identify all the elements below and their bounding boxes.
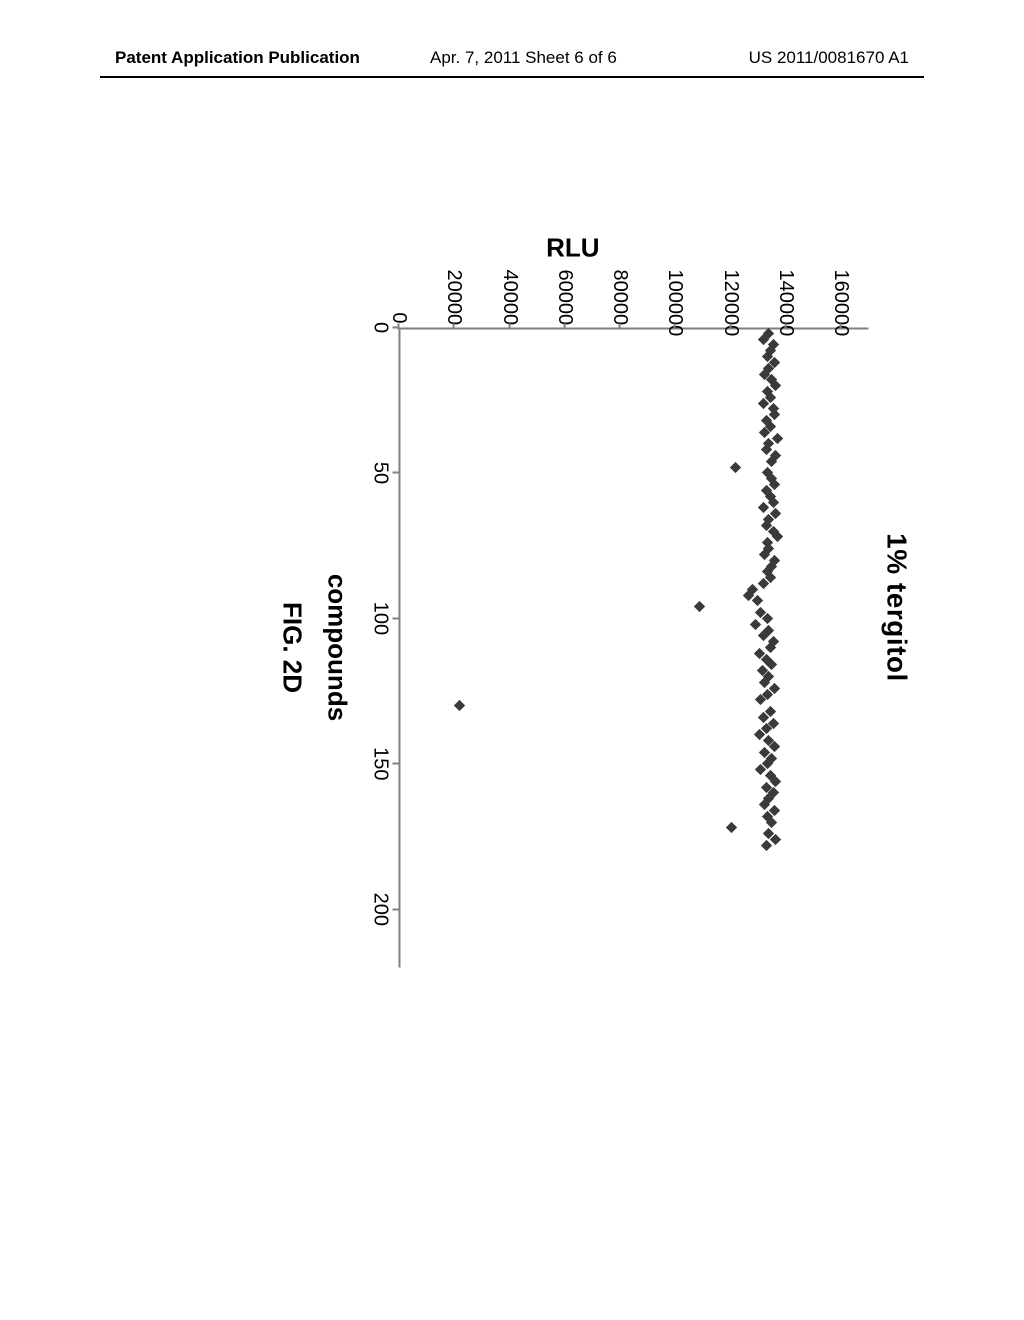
y-tick-mark <box>619 324 621 330</box>
data-point <box>730 461 741 472</box>
y-tick-mark <box>729 324 731 330</box>
data-point <box>726 822 737 833</box>
header-center: Apr. 7, 2011 Sheet 6 of 6 <box>430 48 617 68</box>
data-point <box>749 619 760 630</box>
data-point <box>761 840 772 851</box>
y-tick-label: 20000 <box>442 270 465 324</box>
x-tick-label: 200 <box>369 893 392 926</box>
y-tick-label: 40000 <box>498 270 521 324</box>
x-axis-line <box>399 328 401 968</box>
data-point <box>758 502 769 513</box>
x-tick-mark <box>393 327 399 329</box>
y-tick-label: 120000 <box>719 270 742 324</box>
data-point <box>694 601 705 612</box>
y-tick-label: 160000 <box>829 270 852 324</box>
x-tick-mark <box>393 908 399 910</box>
x-axis-label: compounds <box>322 270 353 968</box>
y-tick-label: 140000 <box>774 270 797 324</box>
data-point <box>770 834 781 845</box>
y-tick-mark <box>453 324 455 330</box>
data-point <box>454 700 465 711</box>
page: Patent Application Publication Apr. 7, 2… <box>0 0 1024 1320</box>
figure-caption: FIG. 2D <box>277 270 308 968</box>
x-tick-label: 50 <box>369 462 392 484</box>
x-tick-mark <box>393 763 399 765</box>
chart-title: 1% tergitol <box>881 233 913 983</box>
header-right: US 2011/0081670 A1 <box>749 48 909 68</box>
y-tick-mark <box>840 324 842 330</box>
page-header: Patent Application Publication Apr. 7, 2… <box>0 48 1024 78</box>
header-left: Patent Application Publication <box>115 48 360 68</box>
x-tick-label: 100 <box>369 602 392 635</box>
x-tick-label: 150 <box>369 747 392 780</box>
plot-area: 0 20000 40000 60000 80000 100000 120000 140000 1… <box>359 270 869 968</box>
data-point <box>752 595 763 606</box>
y-tick-mark <box>674 324 676 330</box>
plot-column: 0 20000 40000 60000 80000 100000 120000 140000 1… <box>277 270 869 968</box>
plot-row: RLU 0 20000 40000 60000 80000 100000 120000 140… <box>277 233 869 983</box>
y-tick-mark <box>563 324 565 330</box>
y-tick-label: 60000 <box>553 270 576 324</box>
x-tick-label: 0 <box>369 322 392 333</box>
figure: 1% tergitol RLU 0 20000 40000 60000 80000 100… <box>118 233 913 983</box>
y-tick-mark <box>785 324 787 330</box>
data-point <box>766 659 777 670</box>
x-tick-mark <box>393 472 399 474</box>
y-tick-label: 80000 <box>608 270 631 324</box>
y-tick-label: 0 <box>387 270 410 324</box>
y-tick-label: 100000 <box>663 270 686 324</box>
y-axis-line <box>399 328 869 330</box>
header-rule <box>100 76 924 78</box>
x-tick-mark <box>393 617 399 619</box>
y-tick-mark <box>508 324 510 330</box>
y-axis-label: RLU <box>546 233 599 264</box>
